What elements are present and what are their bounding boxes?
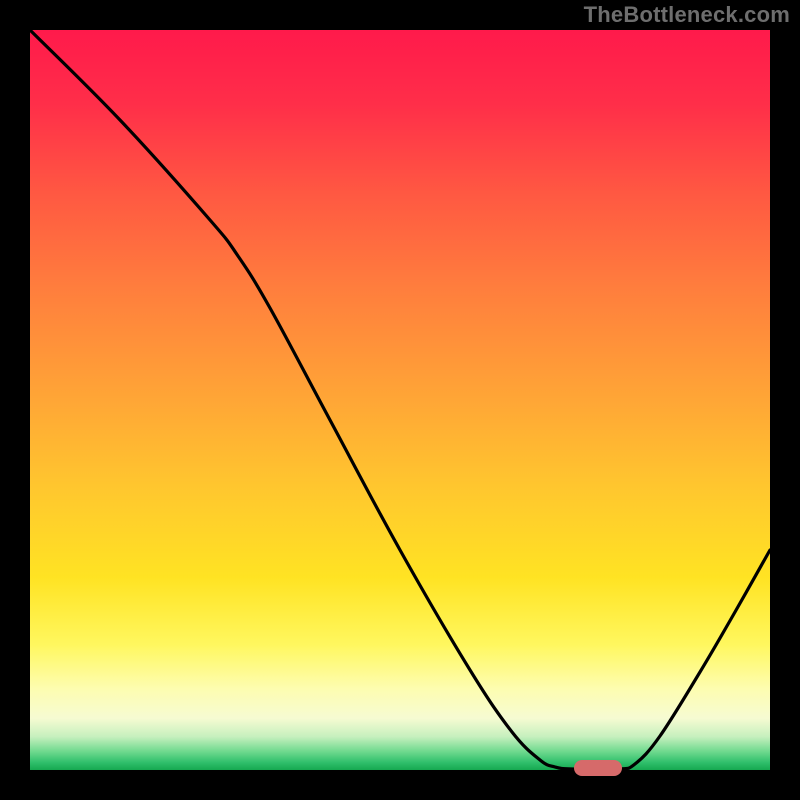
bottleneck-chart bbox=[0, 0, 800, 800]
chart-container: TheBottleneck.com bbox=[0, 0, 800, 800]
optimal-marker bbox=[574, 760, 622, 776]
